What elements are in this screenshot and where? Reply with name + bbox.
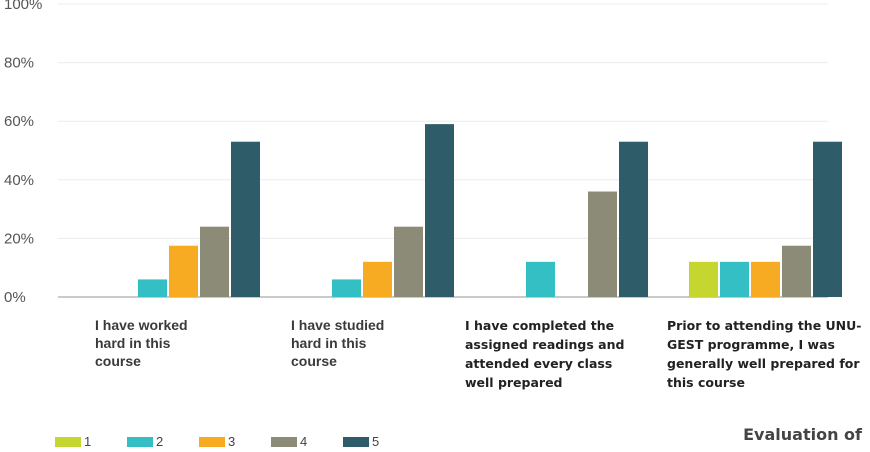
legend-swatch <box>271 437 297 447</box>
legend-swatch <box>343 437 369 447</box>
bar-series-2-cat-4 <box>720 261 749 297</box>
bar-series-1-cat-4 <box>689 261 718 297</box>
bar-series-3-cat-2 <box>363 261 392 297</box>
x-category-label: I have completed the assigned readings an… <box>465 316 624 392</box>
y-tick-label: 60% <box>4 113 34 130</box>
legend-swatch <box>199 437 225 447</box>
legend-swatch <box>127 437 153 447</box>
bar-series-5-cat-1 <box>231 141 260 297</box>
bar-series-5-cat-3 <box>619 141 648 297</box>
footer-text: Evaluation of <box>743 425 862 444</box>
bar-series-2-cat-3 <box>526 261 555 297</box>
x-category-label: I have worked hard in this course <box>95 316 188 370</box>
x-category-label-line: generally well prepared for <box>667 356 860 371</box>
legend-label: 3 <box>228 434 236 449</box>
x-category-label: I have studied hard in this course <box>291 316 384 370</box>
bar-series-3-cat-4 <box>751 261 780 297</box>
x-category-label-line: this course <box>667 375 745 390</box>
x-category-label-line: Prior to attending the UNU- <box>667 318 862 333</box>
y-tick-label: 100% <box>4 0 42 13</box>
bar-series-5-cat-4 <box>813 141 842 297</box>
bar-series-4-cat-3 <box>588 191 617 297</box>
bar-series-4-cat-1 <box>200 226 229 297</box>
legend-label: 5 <box>372 434 380 449</box>
x-category-label-line: hard in this <box>95 335 171 351</box>
x-category-label-line: attended every class <box>465 356 613 371</box>
legend-label: 2 <box>156 434 164 449</box>
legend-label: 4 <box>300 434 308 449</box>
x-category-label-line: I have worked <box>95 317 188 333</box>
x-category-label-line: well prepared <box>465 375 563 390</box>
bar-series-2-cat-2 <box>332 279 361 297</box>
bar-series-2-cat-1 <box>138 279 167 297</box>
x-category-label: Prior to attending the UNU- GEST programm… <box>667 316 861 392</box>
y-tick-label: 40% <box>4 172 34 189</box>
legend: 1 2 3 4 5 <box>55 432 455 452</box>
x-category-label-line: I have studied <box>291 317 385 333</box>
bar-series-4-cat-4 <box>782 245 811 297</box>
y-tick-label: 0% <box>4 289 26 306</box>
x-category-label-line: course <box>291 353 337 369</box>
x-category-label-line: GEST programme, I was <box>667 337 835 352</box>
x-category-label-line: assigned readings and <box>465 337 625 352</box>
bar-series-4-cat-2 <box>394 226 423 297</box>
bar-series-5-cat-2 <box>425 124 454 297</box>
legend-label: 1 <box>84 434 92 449</box>
legend-swatch <box>55 437 81 447</box>
x-category-label-line: course <box>95 353 141 369</box>
y-tick-label: 80% <box>4 55 34 72</box>
y-tick-label: 20% <box>4 230 34 247</box>
bar-series-3-cat-1 <box>169 245 198 297</box>
x-category-label-line: I have completed the <box>465 318 615 333</box>
x-category-label-line: hard in this <box>291 335 367 351</box>
